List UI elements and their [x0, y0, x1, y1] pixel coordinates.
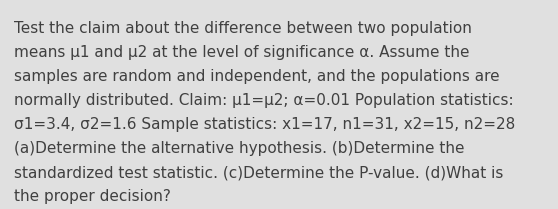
Text: σ1=3.4, σ2=1.6 Sample statistics: x1=17, n1=31, x2=15, n2=28: σ1=3.4, σ2=1.6 Sample statistics: x1=17,…: [14, 117, 515, 132]
Text: means μ1 and μ2 at the level of significance α. Assume the: means μ1 and μ2 at the level of signific…: [14, 45, 469, 60]
Text: normally distributed. Claim: μ1=μ2; α=0.01 Population statistics:: normally distributed. Claim: μ1=μ2; α=0.…: [14, 93, 513, 108]
Text: standardized test statistic. (c)Determine the P-value. (d)What is: standardized test statistic. (c)Determin…: [14, 165, 503, 180]
Text: the proper decision?: the proper decision?: [14, 189, 171, 204]
Text: Test the claim about the difference between two population: Test the claim about the difference betw…: [14, 21, 472, 36]
Text: (a)Determine the alternative hypothesis. (b)Determine the: (a)Determine the alternative hypothesis.…: [14, 141, 464, 156]
Text: samples are random and independent, and the populations are: samples are random and independent, and …: [14, 69, 499, 84]
